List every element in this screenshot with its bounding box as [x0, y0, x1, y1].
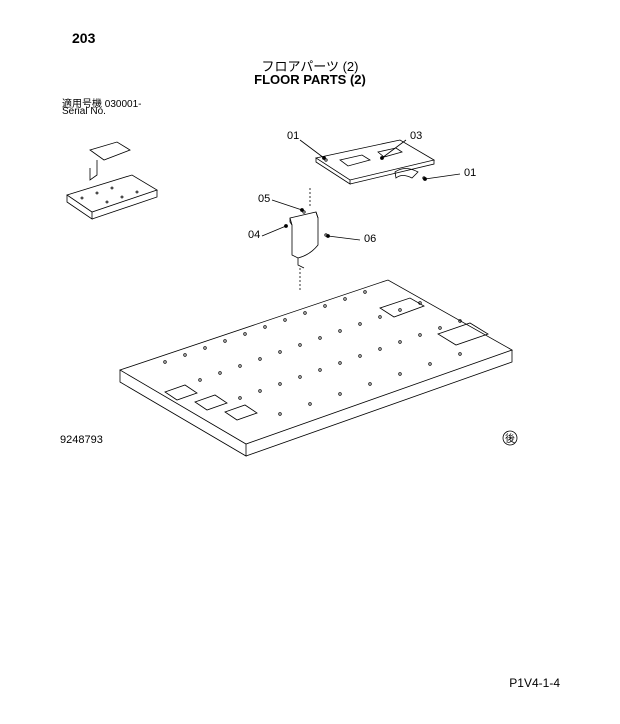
ref-symbol: 後	[505, 432, 515, 445]
parts-diagram: 後	[0, 0, 620, 724]
